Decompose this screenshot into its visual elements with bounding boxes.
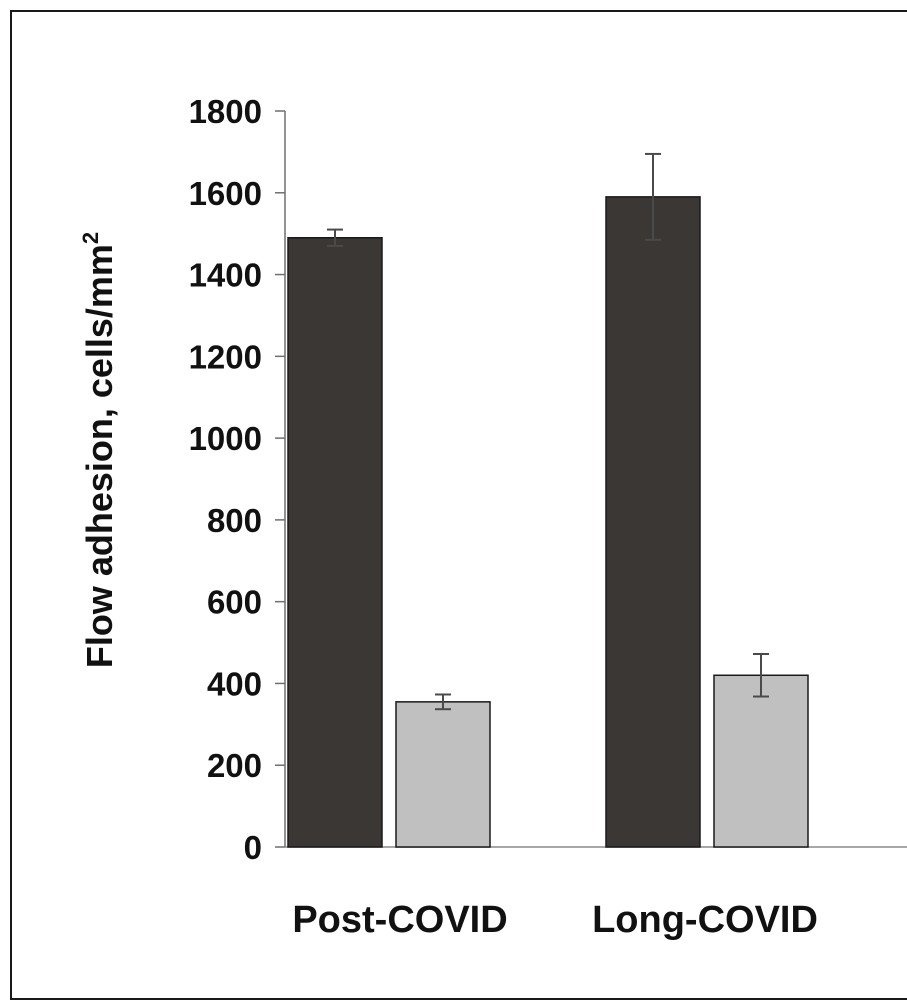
- y-axis-title-text: Flow adhesion, cells/mm2: [78, 232, 120, 668]
- bar-post-covid-series-2: [395, 701, 491, 848]
- y-tick-label: 600: [207, 584, 262, 621]
- y-tick-label: 1400: [189, 257, 262, 294]
- y-axis-title: Flow adhesion, cells/mm2: [78, 232, 120, 668]
- plot-area: 0 200 400 600 800 1000 1200 1400 1600 1800 Post-CO…: [189, 93, 907, 941]
- bar-long-covid-series-1: [605, 196, 701, 848]
- bar-long-covid-series-2: [713, 674, 809, 848]
- x-category-label: Post-COVID: [292, 899, 507, 941]
- x-category-label: Long-COVID: [592, 899, 818, 941]
- y-tick-label: 1800: [189, 93, 262, 130]
- y-tick-label: 0: [244, 829, 262, 866]
- y-axis-title-main: Flow adhesion, cells/mm: [79, 244, 120, 668]
- y-tick-label: 1600: [189, 175, 262, 212]
- bar-post-covid-series-1: [287, 237, 383, 848]
- y-axis-title-superscript: 2: [78, 232, 103, 244]
- y-tick-label: 200: [207, 747, 262, 784]
- y-tick-label: 800: [207, 502, 262, 539]
- y-tick-label: 1000: [189, 420, 262, 457]
- y-tick-label: 1200: [189, 338, 262, 375]
- y-tick-label: 400: [207, 665, 262, 702]
